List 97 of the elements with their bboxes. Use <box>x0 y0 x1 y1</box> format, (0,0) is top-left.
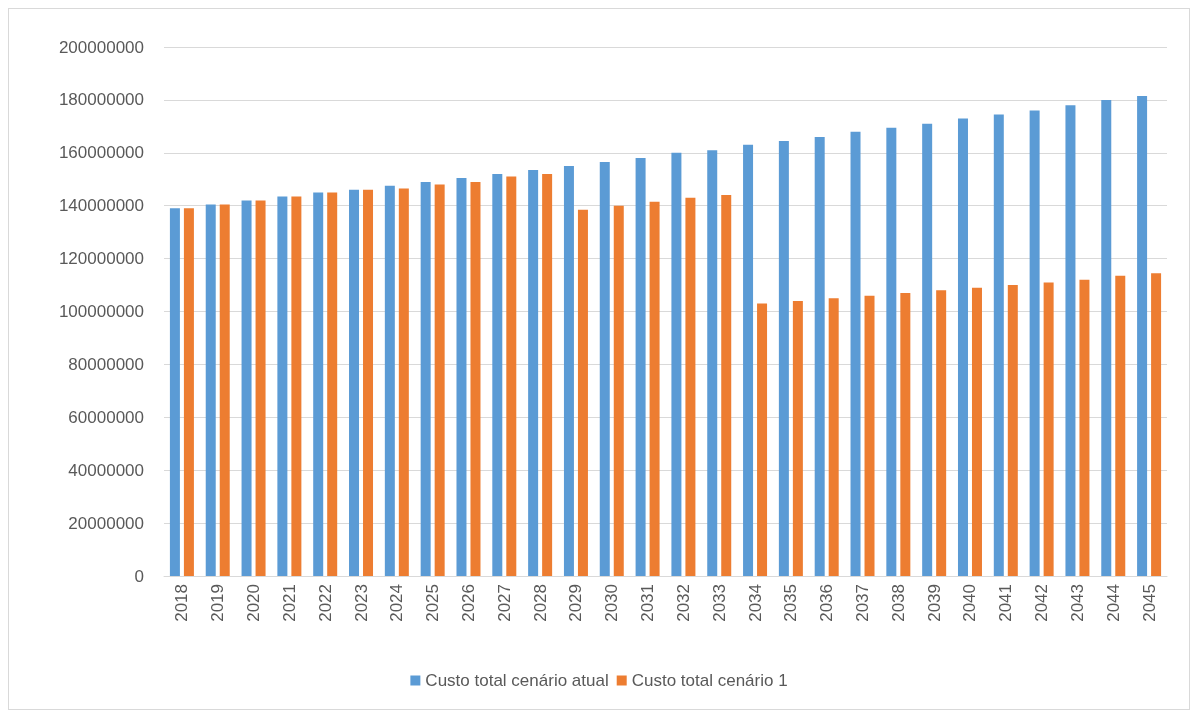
bar <box>721 195 732 576</box>
bar <box>205 204 216 576</box>
y-tick-label: 200000000 <box>58 37 144 57</box>
x-tick-label: 2044 <box>1103 584 1123 622</box>
x-tick-label: 2034 <box>745 584 765 622</box>
bar <box>1029 110 1040 576</box>
bar <box>492 173 503 576</box>
bar <box>814 136 825 576</box>
bar <box>971 287 982 576</box>
bar <box>900 292 911 576</box>
x-tick-label: 2037 <box>853 584 873 622</box>
bar <box>1007 285 1018 576</box>
x-tick-label: 2042 <box>1032 584 1052 622</box>
bar <box>957 118 968 576</box>
bar <box>757 303 768 576</box>
x-tick-label: 2024 <box>387 584 407 622</box>
bar <box>1151 273 1162 576</box>
x-tick-label: 2038 <box>888 584 908 622</box>
y-tick-label: 120000000 <box>58 249 144 269</box>
y-tick-label: 40000000 <box>68 460 144 480</box>
bar <box>327 192 338 576</box>
x-tick-label: 2022 <box>315 584 335 622</box>
x-tick-label: 2040 <box>960 584 980 622</box>
bar <box>577 209 588 576</box>
legend-label: Custo total cenário 1 <box>631 671 788 690</box>
x-tick-label: 2035 <box>781 584 801 622</box>
bar <box>993 114 1004 576</box>
bar <box>349 189 360 576</box>
bar <box>671 152 682 576</box>
bar <box>1043 282 1054 576</box>
bar <box>685 197 696 576</box>
bar <box>313 192 324 576</box>
bar <box>434 184 445 576</box>
x-tick-label: 2025 <box>423 584 443 622</box>
x-tick-label: 2031 <box>638 584 658 622</box>
x-tick-label: 2045 <box>1139 584 1159 622</box>
bar <box>506 176 517 576</box>
bar <box>542 173 553 576</box>
bar <box>649 201 660 576</box>
bar <box>635 158 646 576</box>
bar <box>922 123 933 576</box>
y-tick-label: 180000000 <box>58 90 144 110</box>
bar <box>363 189 374 576</box>
x-tick-label: 2021 <box>279 584 299 622</box>
y-tick-label: 160000000 <box>58 143 144 163</box>
y-tick-label: 0 <box>134 566 144 586</box>
y-tick-label: 20000000 <box>68 513 144 533</box>
y-tick-label: 80000000 <box>68 354 144 374</box>
bar <box>613 205 624 576</box>
bar <box>398 188 409 576</box>
x-tick-label: 2019 <box>208 584 228 622</box>
bar <box>563 166 574 576</box>
x-tick-label: 2032 <box>673 584 693 622</box>
bar <box>183 208 194 576</box>
bar <box>743 144 754 576</box>
bar <box>1065 105 1076 576</box>
y-tick-label: 60000000 <box>68 407 144 427</box>
x-tick-label: 2026 <box>458 584 478 622</box>
bar <box>1115 275 1126 576</box>
x-tick-label: 2023 <box>351 584 371 622</box>
y-tick-label: 140000000 <box>58 196 144 216</box>
bar <box>778 140 789 576</box>
bar <box>792 300 803 576</box>
bar <box>456 177 467 576</box>
bar <box>255 200 266 576</box>
bar <box>219 204 230 576</box>
x-tick-label: 2043 <box>1067 584 1087 622</box>
bar <box>291 196 302 576</box>
bar <box>420 181 431 576</box>
bar <box>1079 279 1090 576</box>
bar <box>1137 95 1148 576</box>
bar <box>470 181 481 576</box>
bar <box>1101 99 1112 576</box>
x-tick-label: 2033 <box>709 584 729 622</box>
bar <box>277 196 288 576</box>
y-tick-label: 100000000 <box>58 302 144 321</box>
x-tick-label: 2030 <box>602 584 622 622</box>
bar <box>886 127 897 576</box>
x-tick-label: 2018 <box>172 584 192 622</box>
x-tick-label: 2029 <box>566 584 586 622</box>
bar <box>384 185 395 576</box>
x-tick-label: 2041 <box>996 584 1016 622</box>
legend-label: Custo total cenário atual <box>425 671 609 690</box>
bar <box>828 298 839 576</box>
x-tick-label: 2020 <box>244 584 264 622</box>
bar <box>169 208 180 576</box>
bar <box>241 200 252 576</box>
bar <box>936 290 947 576</box>
bar <box>528 169 539 576</box>
bar <box>850 131 861 576</box>
x-tick-label: 2028 <box>530 584 550 622</box>
bar <box>707 150 718 576</box>
x-tick-label: 2027 <box>494 584 514 622</box>
bar <box>599 162 610 576</box>
x-tick-label: 2039 <box>924 584 944 622</box>
bar <box>864 295 875 576</box>
x-tick-label: 2036 <box>817 584 837 622</box>
